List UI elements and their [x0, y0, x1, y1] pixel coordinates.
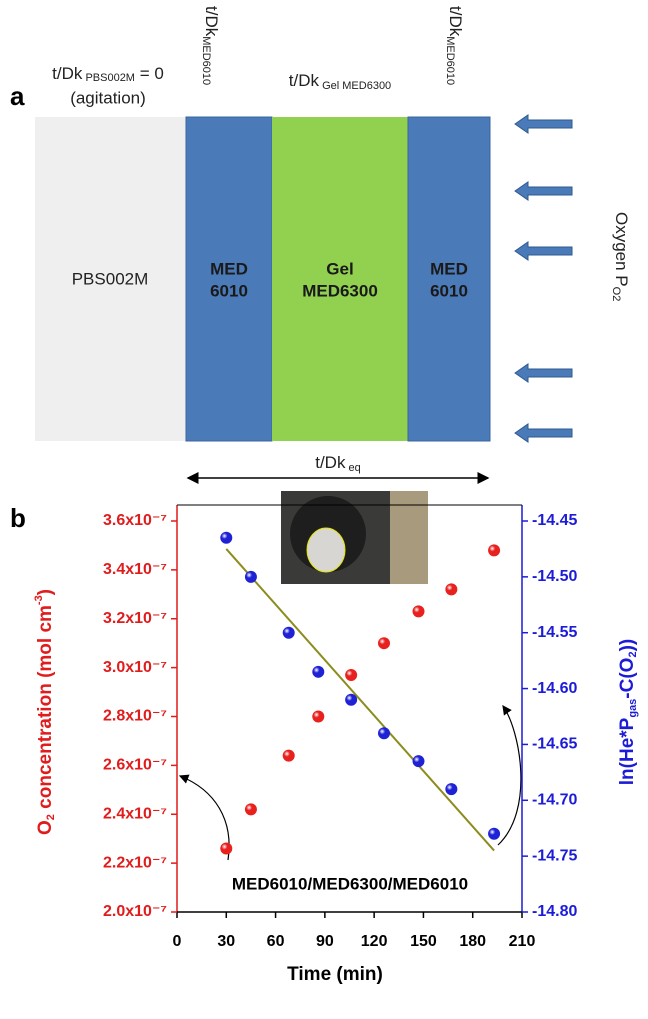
y2-tick-label: -14.55 — [532, 624, 577, 641]
x-tick-label: 90 — [316, 933, 334, 950]
point — [244, 570, 257, 583]
top-label: t/DkMED6010 — [200, 6, 220, 85]
y-tick-label: 2.0x10⁻⁷ — [103, 903, 167, 920]
point — [282, 749, 295, 762]
point — [445, 583, 458, 596]
top-label: t/DkMED6010 — [444, 6, 464, 85]
y2-tick-label: -14.75 — [532, 847, 577, 864]
y2-tick-label: -14.65 — [532, 736, 577, 753]
point — [445, 783, 458, 796]
y-tick-label: 2.8x10⁻⁷ — [103, 708, 167, 725]
trendline — [225, 548, 495, 852]
layer-label: MED — [430, 259, 468, 278]
point — [345, 668, 358, 681]
layer-label: PBS002M — [72, 269, 149, 288]
layer-label: 6010 — [430, 281, 468, 300]
layer-label: Gel — [326, 259, 353, 278]
layer-gel — [272, 117, 408, 441]
x-tick-label: 120 — [361, 933, 388, 950]
point — [220, 842, 233, 855]
y2-tick-label: -14.50 — [532, 568, 577, 585]
layer-med — [407, 116, 491, 442]
y2-tick-label: -14.80 — [532, 903, 577, 920]
panel-label: a — [10, 81, 25, 111]
y-tick-label: 2.6x10⁻⁷ — [103, 757, 167, 774]
point — [345, 693, 358, 706]
point — [312, 665, 325, 678]
panel-a: a t/Dk PBS002M = 0 (agitation) t/DkMED60… — [10, 6, 631, 484]
x-tick-label: 0 — [173, 933, 182, 950]
y-tick-label: 3.0x10⁻⁷ — [103, 659, 167, 676]
layer-med — [185, 116, 273, 442]
point — [412, 605, 425, 618]
x-tick-label: 180 — [459, 933, 486, 950]
point — [220, 531, 233, 544]
y2-tick-label: -14.60 — [532, 680, 577, 697]
layer-label: MED — [210, 259, 248, 278]
y-tick-label: 3.4x10⁻⁷ — [103, 561, 167, 578]
y-tick-label: 2.2x10⁻⁷ — [103, 854, 167, 871]
panel-b: b MED6010/MED6300/MED6010 Time (min) O2 … — [10, 491, 639, 985]
x-axis-title: Time (min) — [287, 964, 383, 985]
y-tick-label: 2.4x10⁻⁷ — [103, 805, 167, 822]
left-label: t/Dk PBS002M = 0 — [52, 64, 164, 83]
point — [488, 827, 501, 840]
oxygen-arrows — [514, 114, 573, 443]
eq-label: t/Dk eq — [315, 453, 361, 473]
x-tick-label: 210 — [509, 933, 536, 950]
y-tick-label: 3.2x10⁻⁷ — [103, 610, 167, 627]
point — [244, 803, 257, 816]
left-label-line2: (agitation) — [70, 88, 146, 107]
x-tick-label: 60 — [267, 933, 285, 950]
layer-label: MED6300 — [302, 281, 378, 300]
x-tick-label: 150 — [410, 933, 437, 950]
point — [378, 637, 390, 650]
layer-label: 6010 — [210, 281, 248, 300]
point — [312, 710, 325, 723]
y2-tick-label: -14.45 — [532, 512, 577, 529]
inset-photo — [281, 491, 428, 584]
point — [488, 544, 501, 557]
point — [378, 727, 390, 740]
point — [282, 626, 295, 639]
y-tick-label: 3.6x10⁻⁷ — [103, 512, 167, 529]
oxygen-label: Oxygen PO2 — [610, 212, 630, 301]
top-label: t/Dk Gel MED6300 — [289, 71, 391, 91]
layer-pbs — [35, 117, 186, 441]
panel-label: b — [10, 503, 26, 533]
point — [412, 755, 425, 768]
y-axis-title: O2 concentration (mol cm-3) — [33, 589, 57, 835]
y2-tick-label: -14.70 — [532, 792, 577, 809]
x-tick-label: 30 — [217, 933, 235, 950]
y2-axis-title: ln(He*Pgas-C(O2)) — [617, 639, 639, 785]
annotation: MED6010/MED6300/MED6010 — [232, 874, 468, 893]
curved-arrow — [497, 705, 522, 846]
